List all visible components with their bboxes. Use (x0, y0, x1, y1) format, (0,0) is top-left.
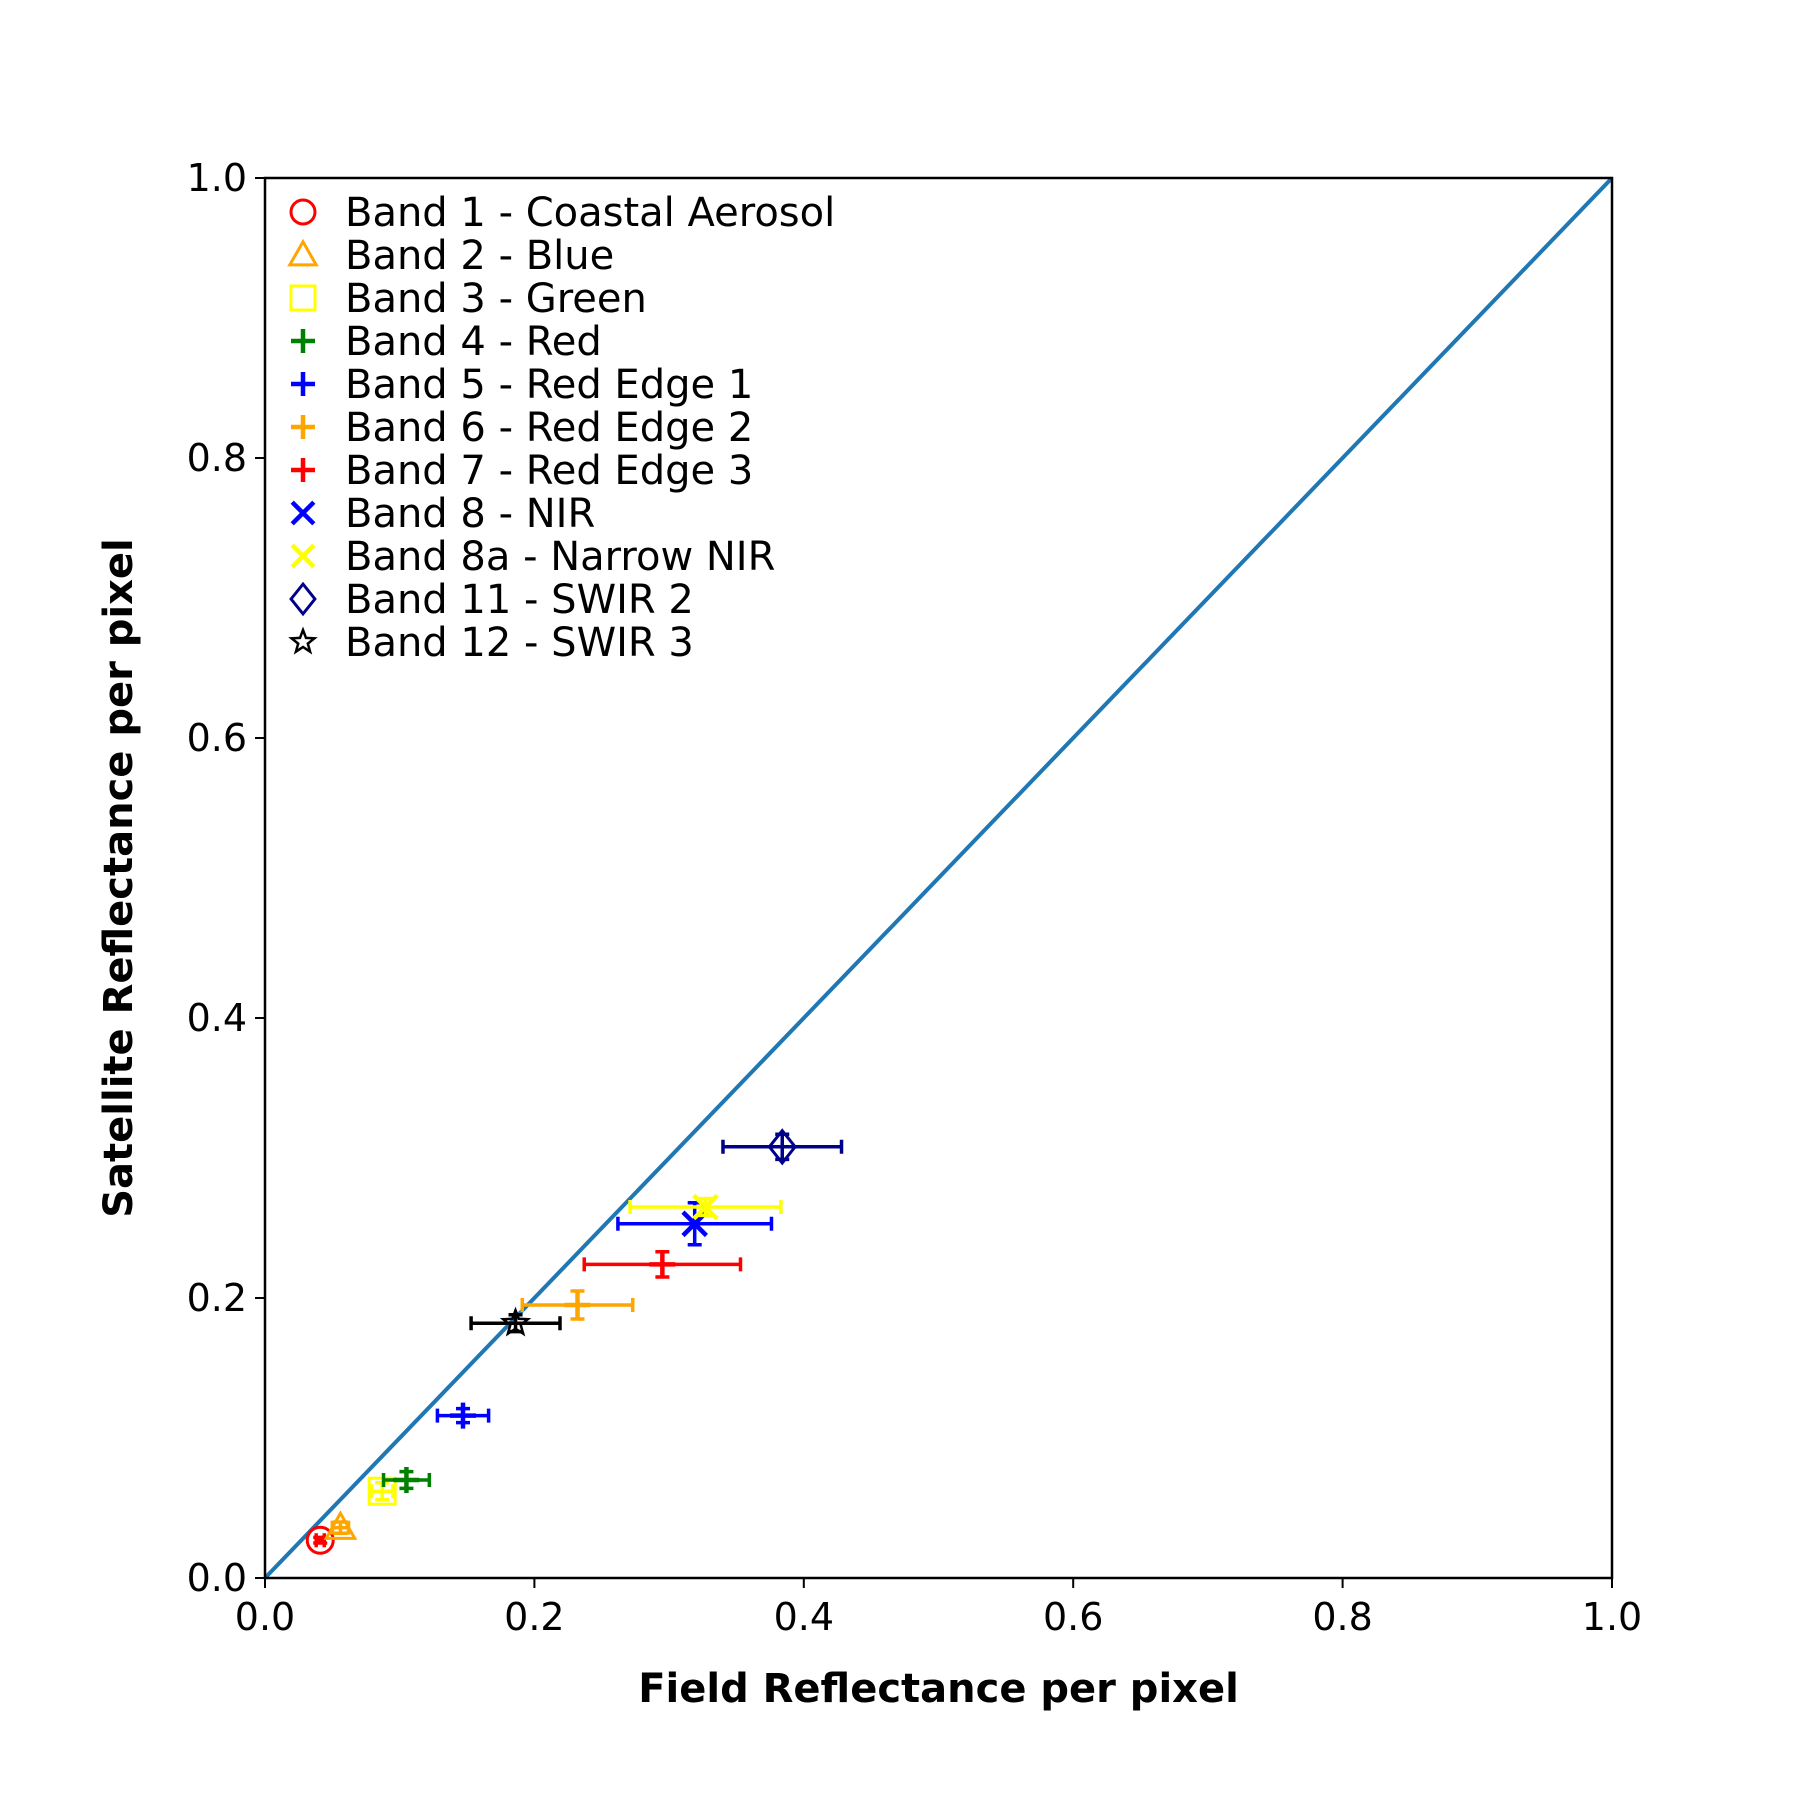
y-axis-title: Satellite Reflectance per pixel (96, 538, 142, 1218)
data-marker (393, 1467, 420, 1493)
legend-marker (291, 415, 315, 439)
series-point-6 (520, 1289, 635, 1321)
y-tick-label: 0.0 (187, 1556, 247, 1600)
series-point-7 (582, 1250, 743, 1279)
legend-item-9: Band 8a - Narrow NIR (290, 534, 775, 580)
x-tick-label: 0.0 (235, 1595, 295, 1639)
y-tick-label: 0.4 (187, 996, 247, 1040)
legend-label: Band 8a - Narrow NIR (345, 534, 775, 580)
legend-marker (290, 500, 316, 526)
legend-marker (289, 581, 317, 617)
series-point-9 (628, 1193, 783, 1221)
series-point-2 (323, 1510, 358, 1540)
legend-label: Band 5 - Red Edge 1 (345, 362, 753, 408)
series-point-5 (435, 1402, 491, 1429)
series-point-11 (469, 1306, 562, 1337)
legend-item-10: Band 11 - SWIR 2 (289, 577, 694, 623)
legend-label: Band 4 - Red (345, 319, 602, 365)
x-tick-label: 1.0 (1582, 1595, 1642, 1639)
y-tick-label: 0.8 (187, 436, 247, 480)
reference-line (263, 176, 1614, 1580)
plot-frame (263, 176, 1614, 1580)
data-marker (564, 1292, 591, 1318)
legend-marker (290, 543, 316, 569)
data-marker (305, 1525, 335, 1555)
legend-item-2: Band 2 - Blue (287, 233, 614, 279)
y-tick-label: 0.6 (187, 716, 247, 760)
legend-label: Band 1 - Coastal Aerosol (345, 190, 835, 236)
x-tick-label: 0.2 (504, 1595, 564, 1639)
legend-item-7: Band 7 - Red Edge 3 (291, 448, 753, 494)
data-marker (767, 1128, 798, 1166)
data-marker (323, 1510, 358, 1540)
legend-label: Band 3 - Green (345, 276, 647, 322)
legend-label: Band 6 - Red Edge 2 (345, 405, 753, 451)
legend-marker (291, 329, 315, 353)
x-tick-label: 0.4 (774, 1595, 834, 1639)
legend-item-4: Band 4 - Red (291, 319, 602, 365)
y-tick-label: 1.0 (187, 156, 247, 200)
x-tick-label: 0.8 (1312, 1595, 1372, 1639)
legend-label: Band 12 - SWIR 3 (345, 620, 694, 666)
legend-marker (291, 458, 315, 482)
error-bars (469, 1313, 562, 1334)
plot-marks (263, 176, 1614, 1580)
legend-item-8: Band 8 - NIR (290, 491, 595, 537)
data-marker (499, 1306, 532, 1337)
legend-label: Band 8 - NIR (345, 491, 595, 537)
legend-marker (287, 238, 319, 267)
legend-marker (288, 626, 318, 655)
legend-marker (291, 372, 315, 396)
data-marker (649, 1251, 676, 1278)
legend-label: Band 2 - Blue (345, 233, 614, 279)
legend-marker (289, 284, 317, 312)
series-point-4 (381, 1467, 432, 1493)
legend-label: Band 7 - Red Edge 3 (345, 448, 753, 494)
legend-marker (289, 198, 317, 226)
data-marker (450, 1402, 477, 1429)
x-axis-title: Field Reflectance per pixel (638, 1666, 1239, 1712)
error-bars (313, 1533, 328, 1548)
legend-item-6: Band 6 - Red Edge 2 (291, 405, 753, 451)
series-point-10 (721, 1128, 844, 1166)
error-bars (721, 1132, 844, 1162)
legend-item-1: Band 1 - Coastal Aerosol (289, 190, 835, 236)
axes: 0.0 0.2 0.4 0.6 0.8 1.0 0.0 0.2 0.4 0.6 0.8 1.0 (187, 156, 1643, 1639)
error-bars (369, 1481, 395, 1502)
legend-item-11: Band 12 - SWIR 3 (288, 620, 694, 666)
legend-item-5: Band 5 - Red Edge 1 (291, 362, 753, 408)
x-tick-label: 0.6 (1043, 1595, 1103, 1639)
series-point-8 (616, 1201, 774, 1247)
legend-label: Band 11 - SWIR 2 (345, 577, 694, 623)
y-tick-label: 0.2 (187, 1276, 247, 1320)
data-marker (692, 1193, 719, 1221)
legend-item-3: Band 3 - Green (289, 276, 647, 322)
series-point-1 (305, 1525, 335, 1555)
